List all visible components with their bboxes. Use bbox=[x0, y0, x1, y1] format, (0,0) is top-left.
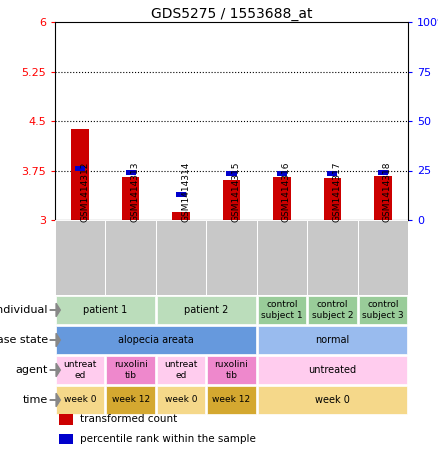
Bar bbox=[59, 434, 73, 444]
Text: patient 2: patient 2 bbox=[184, 305, 229, 315]
Text: control
subject 1: control subject 1 bbox=[261, 300, 303, 320]
Bar bbox=[156, 220, 206, 295]
Text: week 0: week 0 bbox=[165, 395, 198, 405]
Bar bbox=[172, 212, 190, 220]
Bar bbox=[56, 326, 256, 354]
Text: transformed count: transformed count bbox=[80, 414, 177, 424]
Text: individual: individual bbox=[0, 305, 48, 315]
Bar bbox=[71, 129, 89, 220]
Bar bbox=[223, 180, 240, 220]
Text: percentile rank within the sample: percentile rank within the sample bbox=[80, 434, 256, 444]
Bar bbox=[56, 296, 155, 324]
Bar bbox=[359, 296, 407, 324]
Text: control
subject 3: control subject 3 bbox=[362, 300, 403, 320]
Text: GSM1414317: GSM1414317 bbox=[332, 162, 341, 222]
Bar bbox=[307, 220, 357, 295]
Text: ruxolini
tib: ruxolini tib bbox=[114, 360, 148, 380]
Bar bbox=[327, 172, 337, 176]
Text: GSM1414312: GSM1414312 bbox=[80, 162, 89, 222]
Bar bbox=[207, 356, 256, 384]
Bar bbox=[324, 178, 341, 220]
Text: week 12: week 12 bbox=[112, 395, 150, 405]
Bar bbox=[59, 414, 73, 424]
Bar bbox=[378, 170, 388, 175]
Bar bbox=[357, 220, 408, 295]
Text: week 0: week 0 bbox=[64, 395, 96, 405]
Bar bbox=[157, 386, 205, 414]
FancyArrow shape bbox=[49, 393, 60, 407]
Bar bbox=[55, 220, 106, 295]
Text: patient 1: patient 1 bbox=[83, 305, 127, 315]
Text: agent: agent bbox=[16, 365, 48, 375]
Bar bbox=[258, 386, 407, 414]
Bar bbox=[277, 171, 287, 176]
Text: week 0: week 0 bbox=[315, 395, 350, 405]
Text: untreat
ed: untreat ed bbox=[164, 360, 198, 380]
Bar bbox=[257, 220, 307, 295]
FancyArrow shape bbox=[49, 363, 60, 377]
Title: GDS5275 / 1553688_at: GDS5275 / 1553688_at bbox=[151, 7, 312, 21]
Text: control
subject 2: control subject 2 bbox=[311, 300, 353, 320]
Text: ruxolini
tib: ruxolini tib bbox=[215, 360, 248, 380]
Text: alopecia areata: alopecia areata bbox=[118, 335, 194, 345]
Text: GSM1414314: GSM1414314 bbox=[181, 162, 190, 222]
Bar bbox=[157, 296, 256, 324]
Bar bbox=[226, 172, 237, 176]
Bar bbox=[56, 386, 104, 414]
Bar bbox=[273, 177, 291, 220]
Text: GSM1414313: GSM1414313 bbox=[131, 162, 140, 222]
Text: GSM1414315: GSM1414315 bbox=[232, 162, 240, 222]
Bar bbox=[75, 165, 85, 170]
Text: untreat
ed: untreat ed bbox=[64, 360, 97, 380]
Text: time: time bbox=[23, 395, 48, 405]
Bar bbox=[56, 356, 104, 384]
Bar bbox=[258, 326, 407, 354]
FancyArrow shape bbox=[49, 303, 60, 317]
Bar bbox=[106, 220, 156, 295]
Text: week 12: week 12 bbox=[212, 395, 251, 405]
Bar bbox=[106, 356, 155, 384]
Bar bbox=[258, 296, 306, 324]
Bar bbox=[126, 170, 136, 175]
Bar bbox=[258, 356, 407, 384]
Text: normal: normal bbox=[315, 335, 350, 345]
Text: GSM1414316: GSM1414316 bbox=[282, 162, 291, 222]
Bar bbox=[374, 176, 392, 220]
Bar bbox=[308, 296, 357, 324]
Text: GSM1414318: GSM1414318 bbox=[383, 162, 392, 222]
Text: disease state: disease state bbox=[0, 335, 48, 345]
FancyArrow shape bbox=[49, 333, 60, 347]
Bar bbox=[122, 177, 139, 220]
Text: untreated: untreated bbox=[308, 365, 357, 375]
Bar bbox=[207, 386, 256, 414]
Bar bbox=[106, 386, 155, 414]
Bar bbox=[206, 220, 257, 295]
Bar bbox=[157, 356, 205, 384]
Bar bbox=[176, 192, 186, 197]
